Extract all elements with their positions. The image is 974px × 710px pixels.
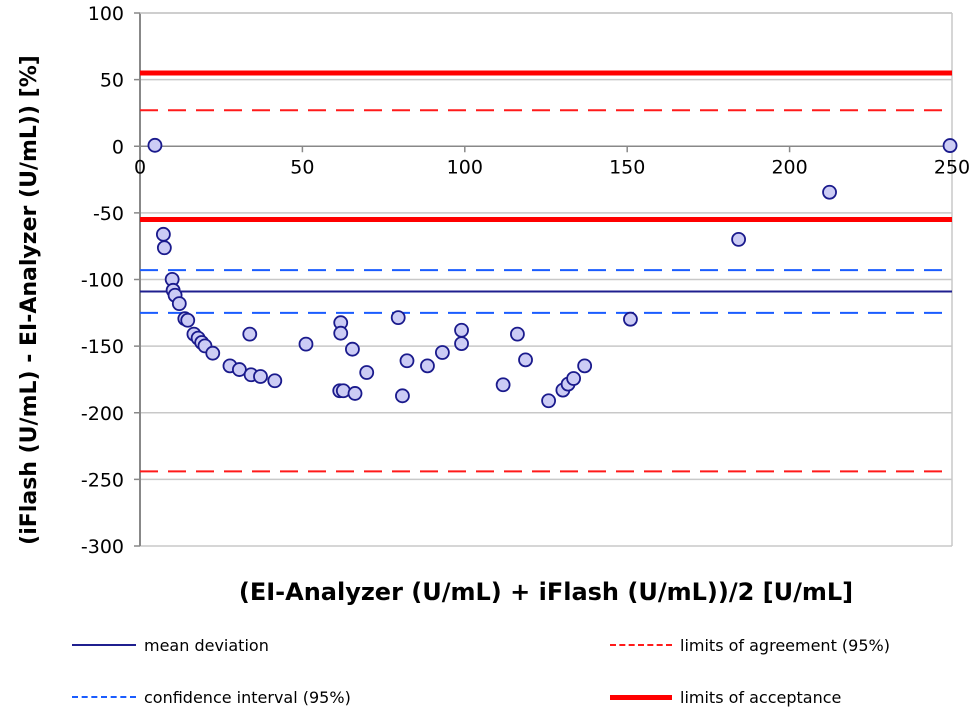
data-point [395,388,410,404]
solid-line-swatch-icon [72,644,136,646]
data-point [454,336,469,351]
data-point [577,358,593,374]
y-tick-label: -50 [93,203,124,225]
data-point [155,226,171,242]
legend-label: limits of agreement (95%) [680,635,890,655]
x-tick-label: 200 [771,156,807,178]
data-point [454,322,469,338]
data-point [267,373,283,389]
data-point [623,311,638,327]
legend-label: limits of acceptance [680,687,842,707]
y-tick-label: -150 [81,336,124,358]
data-point [541,393,556,409]
data-point [147,137,163,153]
data-point [434,345,450,360]
tick-labels: 100 50 0 -50 -100 -150 -200 -250 -300 0 50 100 150 20… [81,3,970,558]
horizontal-gridlines [140,12,952,547]
x-tick-label: 0 [134,156,146,178]
thick-line-swatch-icon [610,694,672,700]
legend-item-limits-of-agreement: limits of agreement (95%) [610,633,890,657]
legend-item-mean-deviation: mean deviation [72,633,269,657]
data-point [171,296,187,312]
dashed-line-swatch-icon [610,644,672,646]
data-point [359,365,375,380]
data-point [731,231,747,247]
data-point [495,377,511,393]
x-tick-label: 250 [934,156,970,178]
data-point [822,184,837,200]
data-point [156,240,172,256]
y-tick-label: -250 [81,469,124,491]
data-point [253,369,268,384]
y-tick-label: 0 [112,136,124,158]
data-point [399,353,415,369]
data-point [566,371,582,386]
x-tick-label: 150 [609,156,645,178]
dashed-line-swatch-icon [72,696,136,698]
data-point [242,326,258,342]
data-point [298,336,314,352]
reference-lines [140,70,952,473]
y-tick-label: -200 [81,403,124,425]
x-tick-label: 100 [447,156,483,178]
data-point [180,312,196,328]
x-tick-label: 50 [290,156,314,178]
data-point [345,341,360,357]
data-point [518,352,533,368]
legend-label: mean deviation [144,635,269,655]
axes [134,12,953,547]
legend-item-confidence-interval: confidence interval (95%) [72,685,351,709]
data-points [147,137,958,409]
y-tick-label: 50 [100,70,124,92]
legend-label: confidence interval (95%) [144,687,351,707]
y-tick-label: 100 [88,3,124,25]
y-tick-label: -300 [81,536,124,558]
data-point [333,325,349,341]
data-point [390,310,406,326]
y-tick-label: -100 [81,270,124,292]
data-point [942,138,958,153]
data-point [510,326,525,342]
legend-item-limits-of-acceptance: limits of acceptance [610,685,841,709]
data-point [420,358,435,374]
data-point [347,386,363,401]
data-point [205,345,221,361]
x-axis-title: (EI-Analyzer (U/mL) + iFlash (U/mL))/2 [… [239,578,853,606]
y-axis-title: (iFlash (U/mL) - EI-Analyzer (U/mL)) [%] [17,55,42,545]
